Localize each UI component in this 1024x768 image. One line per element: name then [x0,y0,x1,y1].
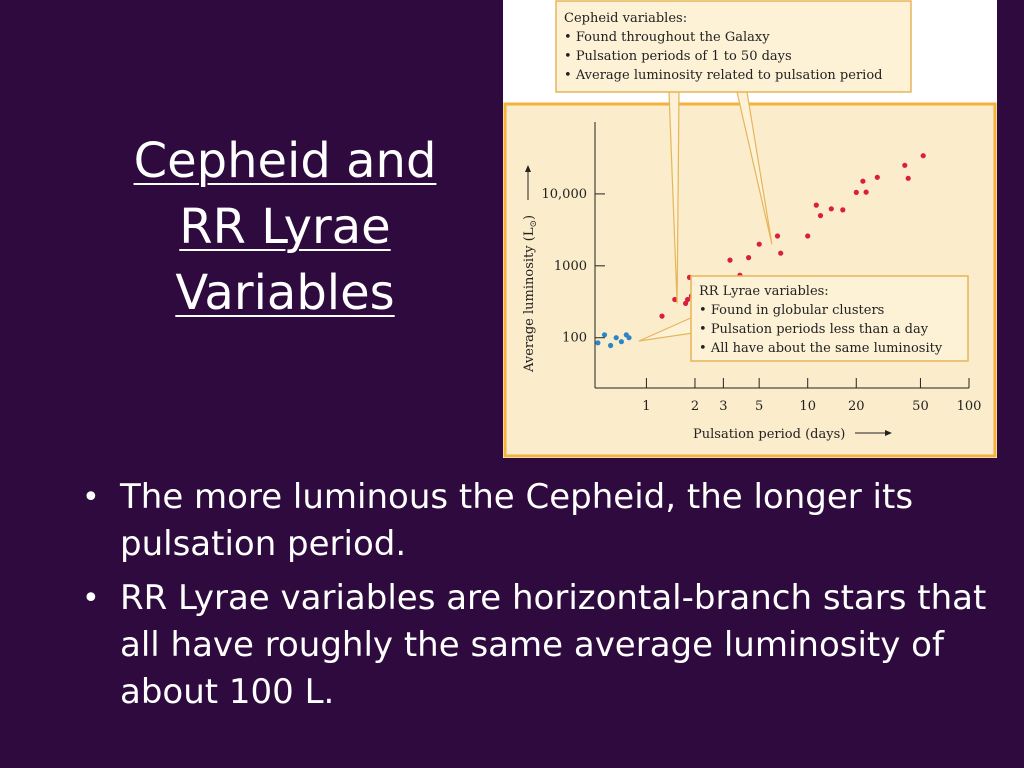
cepheid-callout: Cepheid variables: • Found throughout th… [555,0,912,93]
cepheid-point [863,189,869,195]
cepheid-point [920,153,926,159]
cepheid-point [902,162,908,168]
x-tick-label: 5 [755,399,763,414]
axes: 1 2 3 5 10 20 50 100 100 1000 10,000 [542,122,982,414]
y-axis-arrow [525,165,531,200]
cepheid-point [746,255,752,261]
x-axis-title: Pulsation period (days) [693,427,845,442]
title-line: RR Lyrae [179,199,391,255]
cepheid-point [853,189,859,195]
cepheid-point [774,233,781,239]
period-luminosity-chart: 1 2 3 5 10 20 50 100 100 1000 10,000 Cepheid varia… [503,0,997,458]
cepheid-callout-item: • Pulsation periods of 1 to 50 days [564,49,792,64]
cepheid-point [905,175,911,181]
x-axis-arrow [855,430,892,436]
x-tick-label: 3 [719,399,727,414]
y-axis-title: Average luminosity (L⊙) [522,215,539,373]
cepheid-point [727,257,733,263]
slide-title: Cepheid and RR Lyrae Variables [95,128,475,326]
cepheid-point [813,202,819,208]
rr-lyrae-point [595,340,601,346]
rr-lyrae-point [608,342,614,349]
y-tick-label: 1000 [554,259,587,274]
rr-lyrae-point [601,332,608,338]
bullet-item: • The more luminous the Cepheid, the long… [82,474,992,568]
rr-lyrae-callout: RR Lyrae variables: • Found in globular … [690,275,969,362]
cepheid-callout-item: • Average luminosity related to pulsatio… [564,68,882,83]
rr-lyrae-callout-box [690,275,969,362]
cepheid-callout-box [555,0,912,93]
x-tick-label: 50 [912,399,929,414]
cepheid-point [828,206,834,212]
y-tick-label: 100 [562,331,587,346]
rr-lyrae-callout-heading: RR Lyrae variables: [699,284,829,299]
cepheid-point [860,178,866,184]
bullet-item: • RR Lyrae variables are horizontal-branc… [82,575,992,716]
cepheid-point [683,300,689,306]
rr-lyrae-point [613,335,619,341]
x-tick-label: 1 [642,399,650,414]
bullet-glyph: • [82,581,100,616]
title-line: Cepheid and [133,133,437,189]
cepheid-point [805,233,811,239]
cepheid-point [685,296,691,303]
y-tick-label: 10,000 [542,187,588,202]
cepheid-point [659,313,665,319]
callout-leaders [638,91,773,342]
cepheid-point [756,241,762,247]
bullet-glyph: • [82,480,100,515]
cepheid-callout-item: • Found throughout the Galaxy [564,30,770,45]
x-tick-label: 100 [957,399,982,414]
bullet-list: • The more luminous the Cepheid, the long… [82,474,992,723]
cepheid-point [778,250,784,256]
rr-lyrae-callout-item: • All have about the same luminosity [699,341,943,356]
period-luminosity-figure: 1 2 3 5 10 20 50 100 100 1000 10,000 Cepheid varia… [503,0,997,458]
rr-lyrae-callout-item: • Found in globular clusters [699,303,884,318]
rr-lyrae-point [626,335,632,341]
title-line: Variables [175,265,395,321]
x-tick-label: 20 [848,399,865,414]
cepheid-point [874,174,880,180]
cepheid-point [672,296,678,303]
cepheid-point [840,207,846,213]
cepheid-callout-heading: Cepheid variables: [564,11,687,26]
cepheid-point [817,213,824,219]
x-tick-label: 10 [799,399,816,414]
x-tick-label: 2 [691,399,699,414]
rr-lyrae-callout-item: • Pulsation periods less than a day [699,322,929,337]
rr-lyrae-point [618,339,624,345]
